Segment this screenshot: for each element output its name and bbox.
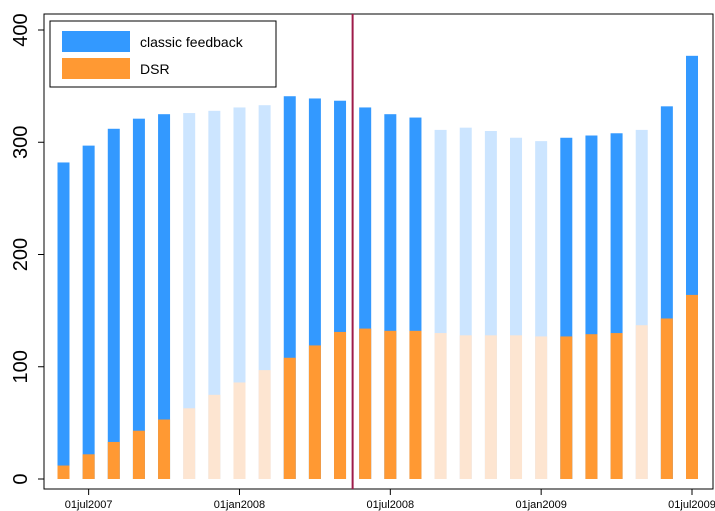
bar-dsr-3	[132, 430, 145, 479]
bar-dsr-4	[158, 419, 171, 479]
legend: classic feedback DSR	[49, 20, 277, 88]
bar-dsr-17	[484, 335, 497, 479]
bar-classic-feedback-4	[158, 114, 171, 479]
bar-dsr-11	[334, 331, 347, 479]
legend-label-classic-feedback: classic feedback	[140, 34, 244, 50]
x-axis: 01jul2007 01jan2008 01jul2008 01jan2009 01ju…	[65, 489, 715, 511]
bar-classic-feedback-5	[183, 113, 196, 479]
bar-dsr-20	[560, 336, 573, 479]
bar-dsr-2	[107, 441, 120, 479]
bars-layer	[57, 55, 698, 480]
bar-dsr-14	[409, 330, 422, 479]
bar-dsr-13	[384, 330, 397, 479]
bar-dsr-21	[585, 334, 598, 479]
bar-classic-feedback-0	[57, 162, 70, 479]
bar-dsr-9	[283, 357, 296, 479]
x-tick-label-01jan2008: 01jan2008	[214, 499, 265, 511]
bar-classic-feedback-6	[208, 110, 221, 479]
y-tick-label-0: 0	[10, 473, 32, 484]
bar-dsr-6	[208, 394, 221, 479]
y-tick-label-300: 300	[10, 126, 32, 159]
x-tick-label-01jul2008: 01jul2008	[366, 499, 414, 511]
bar-dsr-12	[359, 328, 372, 479]
x-tick-label-01jul2009: 01jul2009	[668, 499, 715, 511]
x-tick-label-01jan2009: 01jan2009	[515, 499, 566, 511]
legend-swatch-dsr	[62, 58, 130, 79]
y-tick-label-100: 100	[10, 350, 32, 383]
bar-classic-feedback-3	[132, 118, 145, 480]
legend-swatch-classic-feedback	[62, 31, 130, 52]
bar-classic-feedback-1	[82, 145, 95, 479]
bar-dsr-0	[57, 465, 70, 479]
bar-classic-feedback-2	[107, 128, 120, 479]
bar-dsr-10	[308, 345, 321, 479]
bar-dsr-1	[82, 454, 95, 479]
bar-dsr-22	[610, 333, 623, 479]
bar-dsr-7	[233, 382, 246, 479]
plot-frame	[43, 13, 714, 490]
bar-dsr-19	[535, 336, 548, 479]
bar-dsr-24	[660, 318, 673, 479]
y-tick-label-200: 200	[10, 238, 32, 271]
x-tick-label-01jul2007: 01jul2007	[65, 499, 113, 511]
bar-dsr-5	[183, 408, 196, 479]
bar-dsr-16	[459, 335, 472, 479]
bar-dsr-25	[686, 294, 698, 479]
bar-dsr-8	[258, 370, 271, 479]
bar-dsr-15	[434, 333, 447, 479]
y-axis: 0 100 200 300 400	[10, 13, 44, 485]
bar-dsr-23	[635, 325, 648, 479]
y-tick-label-400: 400	[10, 13, 32, 46]
bar-dsr-18	[510, 335, 523, 479]
legend-label-dsr: DSR	[140, 61, 170, 77]
